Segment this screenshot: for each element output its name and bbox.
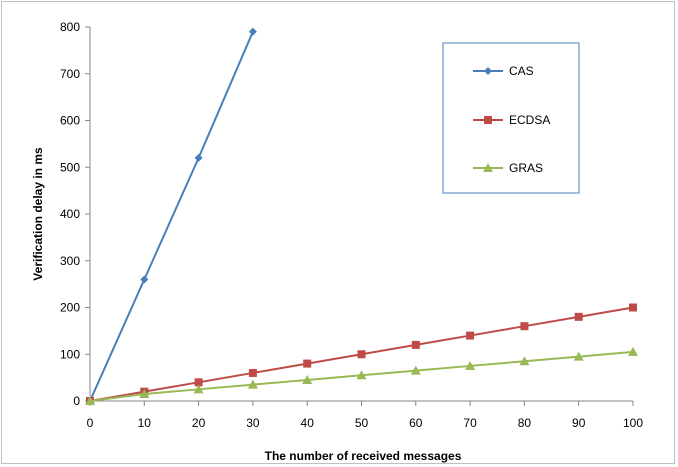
x-tick-label: 30: [246, 416, 260, 430]
data-point-gras: [85, 396, 95, 405]
y-axis-title: Verification delay in ms: [31, 147, 45, 281]
x-tick-label: 70: [463, 416, 477, 430]
data-point-gras: [356, 370, 367, 380]
data-point-ecdsa: [574, 312, 583, 321]
data-point-gras: [139, 388, 150, 398]
x-tick-label: 100: [623, 416, 643, 430]
legend-marker-gras: [483, 163, 493, 172]
data-point-ecdsa: [248, 368, 257, 377]
y-tick-label: 0: [73, 394, 80, 408]
legend-marker-cas: [484, 67, 492, 75]
data-point-gras: [465, 360, 476, 370]
legend-label-ecdsa: ECDSA: [509, 113, 550, 127]
data-point-ecdsa: [466, 331, 475, 340]
data-point-cas: [194, 153, 203, 162]
y-tick-label: 800: [60, 20, 80, 34]
data-point-gras: [573, 351, 584, 361]
data-point-cas: [140, 275, 149, 284]
data-point-gras: [519, 356, 530, 366]
data-point-ecdsa: [520, 322, 529, 331]
series-line-cas: [89, 31, 254, 402]
x-axis-ticks: 0 10 20 30 40 50 60 70 80 90 100: [87, 401, 643, 430]
series-cas: [86, 27, 257, 405]
y-tick-label: 500: [60, 160, 80, 174]
data-point-ecdsa: [194, 378, 203, 387]
x-tick-label: 10: [138, 416, 152, 430]
data-point-gras: [302, 374, 313, 384]
x-tick-label: 90: [572, 416, 586, 430]
data-point-ecdsa: [629, 303, 637, 312]
series-gras: [85, 346, 638, 405]
legend-item-cas: CAS: [473, 64, 534, 78]
data-point-cas: [248, 27, 257, 36]
data-point-ecdsa: [357, 350, 366, 359]
y-tick-label: 100: [60, 347, 80, 361]
data-point-gras: [628, 346, 638, 356]
data-point-gras: [193, 384, 204, 394]
data-point-gras: [247, 379, 258, 389]
x-tick-label: 60: [409, 416, 423, 430]
legend-label-cas: CAS: [509, 64, 534, 78]
legend: CAS ECDSA GRAS: [442, 42, 580, 194]
legend-item-ecdsa: ECDSA: [473, 113, 550, 127]
legend-item-gras: GRAS: [473, 161, 543, 175]
x-tick-label: 50: [355, 416, 369, 430]
y-tick-label: 200: [60, 301, 80, 315]
x-tick-label: 20: [192, 416, 206, 430]
x-tick-label: 40: [301, 416, 315, 430]
y-tick-label: 600: [60, 114, 80, 128]
legend-box: [442, 42, 580, 194]
x-tick-label: 0: [87, 416, 94, 430]
data-point-gras: [410, 365, 421, 375]
x-tick-label: 80: [518, 416, 532, 430]
series-ecdsa: [86, 303, 637, 405]
legend-marker-ecdsa: [484, 116, 492, 124]
y-axis-ticks: 0 100 200 300 400 500 600 700 800: [60, 20, 90, 408]
y-tick-label: 700: [60, 67, 80, 81]
data-point-ecdsa: [303, 359, 312, 368]
legend-label-gras: GRAS: [509, 161, 543, 175]
data-point-ecdsa: [411, 340, 420, 349]
y-tick-label: 300: [60, 254, 80, 268]
x-axis-title: The number of received messages: [265, 449, 462, 463]
y-tick-label: 400: [60, 207, 80, 221]
series-layer: [85, 27, 638, 405]
